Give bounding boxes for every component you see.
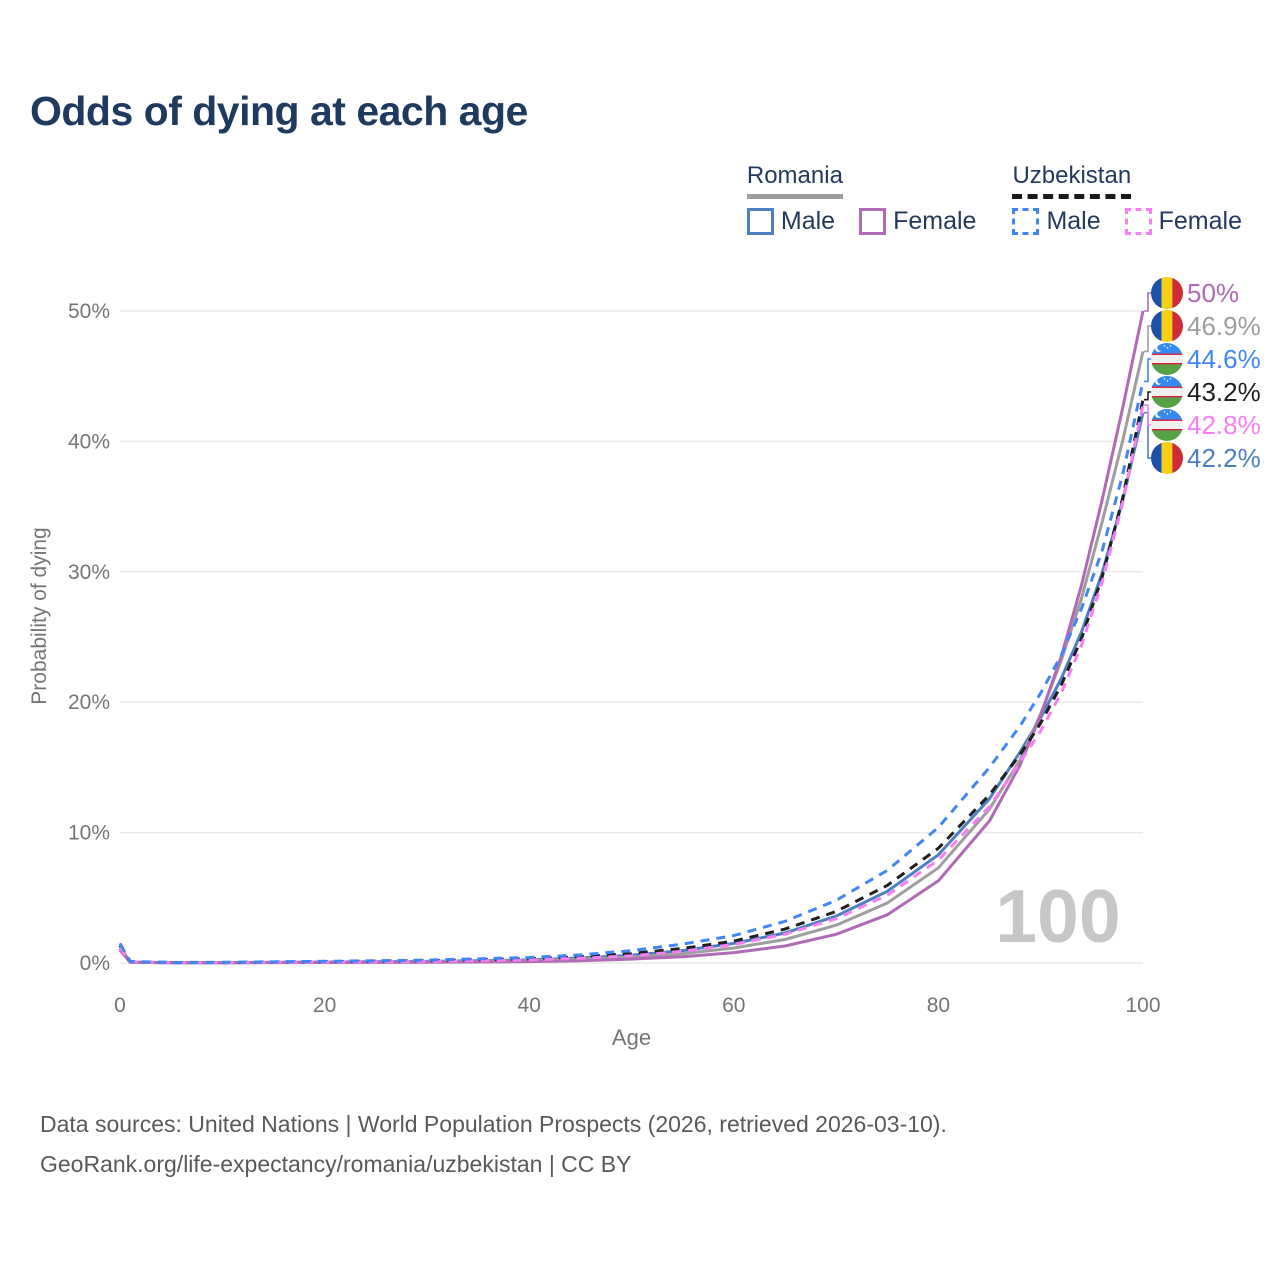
x-axis-title: Age bbox=[612, 1025, 651, 1050]
y-tick-label: 0% bbox=[80, 952, 110, 975]
series-line-uzbekistan-overall bbox=[118, 399, 1145, 964]
series-line-uzbekistan-female bbox=[118, 404, 1145, 965]
uzbekistan-flag-icon bbox=[1151, 376, 1183, 408]
footer-attribution: GeoRank.org/life-expectancy/romania/uzbe… bbox=[40, 1151, 632, 1177]
romania-female-swatch-icon bbox=[859, 208, 887, 235]
series-line-romania-overall bbox=[118, 351, 1145, 965]
legend: Romania Male Female Uzbekistan Male bbox=[746, 162, 1242, 236]
series-lines bbox=[118, 310, 1145, 965]
x-axis: 0 20 40 60 80 100 Age bbox=[114, 994, 1160, 1050]
y-tick-label: 40% bbox=[68, 430, 110, 453]
y-tick-label: 10% bbox=[68, 822, 110, 845]
footer-sources: Data sources: United Nations | World Pop… bbox=[40, 1111, 947, 1137]
x-tick-label: 100 bbox=[1125, 994, 1160, 1017]
chart-canvas: 0% 10% 20% 30% 40% 50% 0 20 40 60 80 100 Age Probabil… bbox=[28, 277, 1261, 1050]
end-label-uzbekistan-overall: 43.2% bbox=[1187, 377, 1261, 407]
x-tick-label: 0 bbox=[114, 994, 126, 1017]
end-label-romania-female: 50% bbox=[1187, 278, 1239, 308]
legend-label-romania-female: Female bbox=[893, 207, 977, 235]
uzbekistan-male-swatch-icon bbox=[1012, 208, 1040, 235]
uzbekistan-flag-icon bbox=[1151, 409, 1183, 441]
end-label-uzbekistan-female: 42.8% bbox=[1187, 410, 1261, 440]
x-tick-label: 20 bbox=[313, 994, 336, 1017]
series-line-romania-female bbox=[118, 310, 1145, 965]
y-tick-label: 20% bbox=[68, 691, 110, 714]
legend-items-romania: Male Female bbox=[746, 207, 976, 236]
label-connector bbox=[1144, 292, 1152, 312]
y-tick-label: 50% bbox=[68, 300, 110, 323]
romania-flag-icon bbox=[1151, 442, 1183, 474]
label-connector bbox=[1144, 358, 1152, 383]
x-tick-label: 80 bbox=[927, 994, 950, 1017]
uzbekistan-flag-icon bbox=[1151, 343, 1183, 375]
footer: Data sources: United Nations | World Pop… bbox=[40, 1104, 947, 1184]
romania-flag-icon bbox=[1151, 310, 1183, 342]
chart-title: Odds of dying at each age bbox=[30, 88, 528, 134]
romania-male-swatch-icon bbox=[746, 208, 774, 235]
x-tick-label: 40 bbox=[518, 994, 541, 1017]
end-labels: 42.2% 46.9%50% 43.2%42.8% 44.6% bbox=[1144, 277, 1261, 474]
label-connector bbox=[1144, 411, 1152, 459]
label-connector bbox=[1144, 391, 1152, 401]
end-label-uzbekistan-male: 44.6% bbox=[1187, 344, 1261, 374]
legend-group-romania: Romania Male Female bbox=[746, 162, 976, 236]
legend-label-uzbekistan-female: Female bbox=[1158, 207, 1242, 235]
y-axis-title: Probability of dying bbox=[28, 527, 51, 704]
legend-item-uzbekistan-female: Female bbox=[1124, 207, 1242, 236]
label-connector bbox=[1144, 404, 1152, 426]
x-tick-label: 60 bbox=[722, 994, 745, 1017]
label-connector bbox=[1144, 325, 1152, 353]
legend-country-romania: Romania bbox=[746, 162, 843, 199]
legend-item-romania-male: Male bbox=[746, 207, 836, 236]
legend-item-uzbekistan-male: Male bbox=[1012, 207, 1101, 236]
end-label-romania-overall: 46.9% bbox=[1187, 311, 1261, 341]
legend-label-uzbekistan-male: Male bbox=[1046, 207, 1101, 235]
age-watermark: 100 bbox=[995, 874, 1120, 958]
y-tick-label: 30% bbox=[68, 561, 110, 584]
series-line-romania-male bbox=[118, 412, 1145, 965]
legend-item-romania-female: Female bbox=[859, 207, 976, 236]
end-label-romania-male: 42.2% bbox=[1187, 443, 1261, 473]
legend-label-romania-male: Male bbox=[780, 207, 836, 235]
legend-items-uzbekistan: Male Female bbox=[1012, 207, 1242, 236]
uzbekistan-female-swatch-icon bbox=[1124, 208, 1152, 235]
romania-flag-icon bbox=[1151, 277, 1183, 309]
legend-country-uzbekistan: Uzbekistan bbox=[1012, 162, 1132, 199]
gridlines: 0% 10% 20% 30% 40% 50% bbox=[68, 300, 1143, 975]
series-line-uzbekistan-male bbox=[118, 381, 1145, 964]
legend-group-uzbekistan: Uzbekistan Male Female bbox=[1012, 162, 1242, 236]
